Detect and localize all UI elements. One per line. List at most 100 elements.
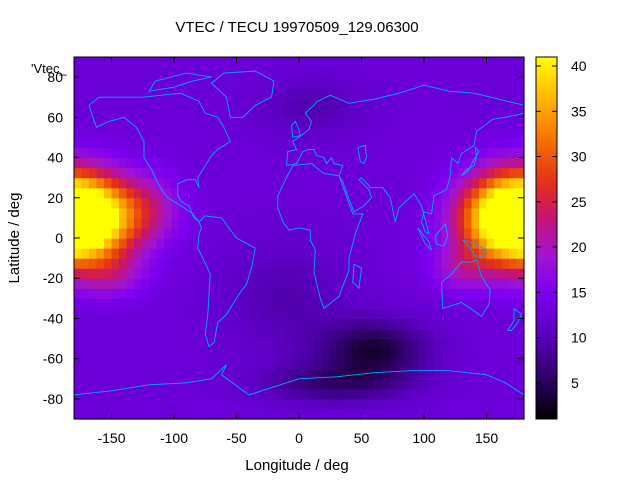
heatmap-cell: [381, 378, 390, 390]
heatmap-cell: [156, 408, 165, 420]
heatmap-cell: [441, 378, 450, 390]
heatmap-cell: [119, 127, 128, 139]
heatmap-cell: [336, 408, 345, 420]
heatmap-cell: [494, 368, 503, 380]
heatmap-cell: [516, 227, 525, 239]
heatmap-cell: [314, 408, 323, 420]
heatmap-cell: [104, 147, 113, 159]
heatmap-cell: [441, 368, 450, 380]
heatmap-cell: [246, 268, 255, 279]
heatmap-cell: [426, 338, 435, 350]
heatmap-cell: [494, 278, 503, 289]
heatmap-cell: [216, 358, 225, 370]
heatmap-cell: [119, 368, 128, 380]
heatmap-cell: [509, 177, 518, 189]
heatmap-cell: [389, 248, 398, 259]
heatmap-cell: [284, 57, 293, 68]
heatmap-cell: [441, 248, 450, 259]
heatmap-cell: [306, 147, 315, 159]
heatmap-cell: [186, 338, 195, 350]
heatmap-cell: [261, 328, 270, 340]
heatmap-cell: [201, 248, 210, 259]
heatmap-cell: [396, 298, 405, 309]
heatmap-cell: [216, 258, 225, 269]
heatmap-cell: [111, 127, 120, 139]
heatmap-cell: [111, 258, 120, 269]
heatmap-cell: [276, 398, 285, 410]
heatmap-cell: [194, 117, 203, 128]
heatmap-cell: [254, 167, 263, 179]
heatmap-cell: [411, 378, 420, 390]
heatmap-cell: [329, 338, 338, 350]
heatmap-cell: [516, 408, 525, 420]
heatmap-cell: [134, 308, 143, 320]
heatmap-cell: [321, 338, 330, 350]
heatmap-cell: [186, 197, 195, 209]
heatmap-cell: [111, 388, 120, 400]
heatmap-cell: [314, 368, 323, 380]
heatmap-cell: [359, 338, 368, 350]
heatmap-cell: [321, 127, 330, 139]
heatmap-cell: [366, 378, 375, 390]
heatmap-cell: [269, 308, 278, 320]
heatmap-cell: [471, 268, 480, 279]
heatmap-cell: [509, 408, 518, 420]
heatmap-cell: [299, 358, 308, 370]
heatmap-cell: [449, 217, 458, 229]
heatmap-cell: [284, 248, 293, 259]
heatmap-cell: [359, 187, 368, 199]
heatmap-cell: [351, 368, 360, 380]
heatmap-cell: [119, 388, 128, 400]
heatmap-cell: [224, 328, 233, 340]
heatmap-cell: [239, 358, 248, 370]
heatmap-cell: [344, 117, 353, 128]
heatmap-cell: [479, 167, 488, 179]
heatmap-cell: [344, 217, 353, 229]
heatmap-cell: [434, 157, 443, 169]
heatmap-cell: [479, 288, 488, 299]
x-tick-label: -100: [160, 430, 188, 446]
heatmap-cell: [96, 258, 105, 269]
heatmap-cell: [224, 207, 233, 219]
heatmap-cell: [456, 318, 465, 330]
heatmap-cell: [74, 167, 83, 179]
heatmap-cell: [494, 97, 503, 108]
heatmap-cell: [456, 57, 465, 68]
heatmap-cell: [126, 187, 135, 199]
heatmap-cell: [284, 298, 293, 309]
heatmap-cell: [411, 328, 420, 340]
heatmap-cell: [239, 368, 248, 380]
heatmap-cell: [171, 298, 180, 309]
heatmap-cell: [419, 137, 428, 149]
colorbar-tick-label: 30: [571, 149, 587, 165]
heatmap-cell: [359, 298, 368, 309]
heatmap-cell: [246, 238, 255, 249]
heatmap-cell: [149, 227, 158, 239]
heatmap-cell: [396, 57, 405, 68]
heatmap-cell: [321, 77, 330, 88]
heatmap-cell: [494, 107, 503, 118]
heatmap-cell: [239, 117, 248, 128]
heatmap-cell: [471, 87, 480, 98]
heatmap-cell: [344, 157, 353, 169]
heatmap-cell: [351, 308, 360, 320]
heatmap-cell: [119, 187, 128, 199]
heatmap-cell: [306, 328, 315, 340]
heatmap-cell: [96, 227, 105, 239]
heatmap-cell: [396, 107, 405, 118]
heatmap-cell: [374, 177, 383, 189]
heatmap-cell: [321, 378, 330, 390]
heatmap-cell: [314, 278, 323, 289]
colorbar-tick-label: 25: [571, 194, 587, 210]
heatmap-cell: [246, 97, 255, 108]
key-label: 'Vtec_: [31, 61, 67, 76]
heatmap-cell: [81, 308, 90, 320]
heatmap-cell: [501, 288, 510, 299]
heatmap-cell: [186, 227, 195, 239]
heatmap-cell: [336, 308, 345, 320]
heatmap-cell: [426, 117, 435, 128]
heatmap-cell: [344, 87, 353, 98]
heatmap-cell: [179, 248, 188, 259]
heatmap-cell: [501, 67, 510, 78]
